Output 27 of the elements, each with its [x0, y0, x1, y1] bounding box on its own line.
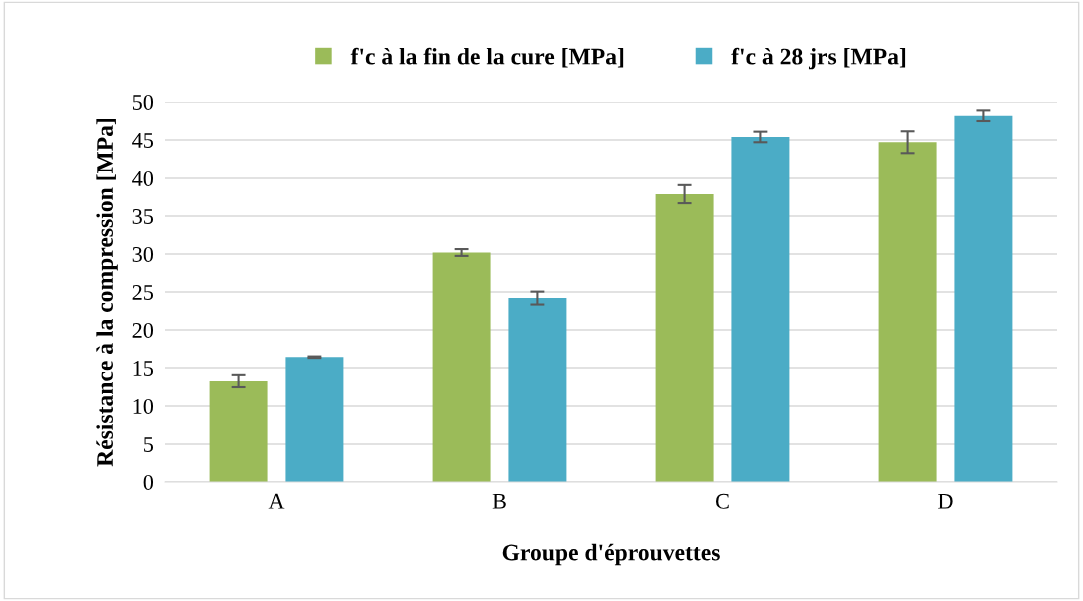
bar [285, 357, 344, 482]
bar [954, 115, 1013, 482]
y-tick-label: 45 [132, 133, 154, 148]
x-axis-title: Groupe d'éprouvettes [502, 543, 720, 566]
bar [878, 142, 937, 482]
y-axis-title: Résistance à la compression [MPa] [96, 118, 118, 467]
x-tick-label: B [492, 493, 506, 509]
y-tick-label: 10 [133, 398, 154, 414]
y-tick-label: 20 [132, 322, 154, 338]
y-tick-label: 30 [132, 246, 154, 262]
bar [432, 252, 491, 482]
bar [655, 193, 714, 482]
legend-label: f'c à 28 jrs [MPa] [731, 47, 906, 70]
y-tick-label: 40 [132, 170, 154, 186]
y-tick-label: 5 [144, 437, 154, 452]
bar [508, 298, 567, 482]
x-tick-label: C [716, 493, 729, 509]
bar [209, 380, 268, 482]
y-tick-label: 15 [133, 361, 154, 376]
x-tick-label: A [268, 493, 285, 509]
y-tick-label: 50 [132, 94, 154, 110]
legend-label: f'c à la fin de la cure [MPa] [350, 47, 624, 68]
y-tick-label: 35 [132, 208, 154, 224]
y-tick-label: 0 [143, 474, 154, 490]
bar [731, 136, 790, 482]
x-tick-label: D [938, 493, 953, 509]
y-tick-label: 25 [132, 284, 154, 300]
